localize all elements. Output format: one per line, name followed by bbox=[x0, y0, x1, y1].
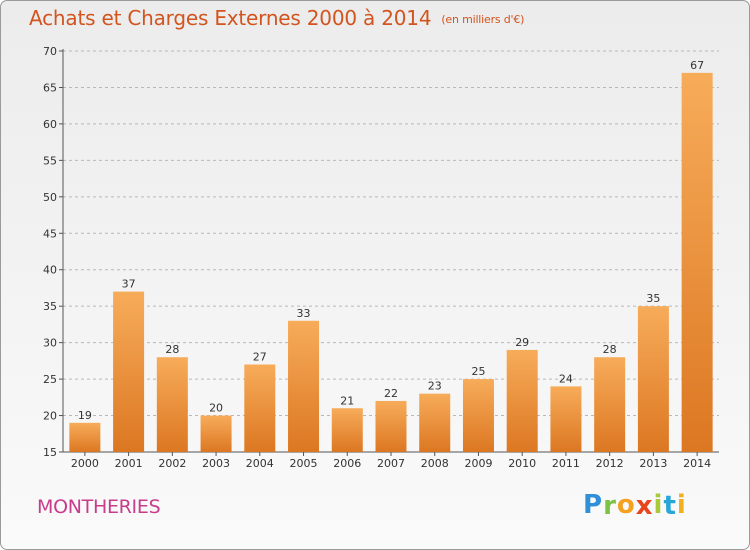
logo-letter: r bbox=[603, 491, 617, 521]
bar-2009 bbox=[462, 379, 494, 452]
x-tick-label: 2008 bbox=[421, 457, 449, 470]
y-tick-label: 50 bbox=[43, 191, 57, 204]
x-tick-label: 2009 bbox=[464, 457, 492, 470]
value-label-2007: 22 bbox=[384, 387, 398, 400]
x-tick-label: 2004 bbox=[246, 457, 274, 470]
bar-2013 bbox=[637, 306, 669, 452]
bar-2005 bbox=[288, 320, 320, 452]
x-tick-label: 2005 bbox=[290, 457, 318, 470]
value-label-2013: 35 bbox=[646, 292, 660, 305]
value-label-2001: 37 bbox=[122, 278, 136, 291]
logo-letter: x bbox=[635, 491, 654, 521]
x-tick-label: 2007 bbox=[377, 457, 405, 470]
chart-title-text: Achats et Charges Externes 2000 à 2014 bbox=[29, 6, 432, 30]
bar-2006 bbox=[331, 408, 363, 452]
x-tick-label: 2010 bbox=[508, 457, 536, 470]
value-label-2005: 33 bbox=[297, 307, 311, 320]
bar-2007 bbox=[375, 400, 407, 452]
y-tick-label: 30 bbox=[43, 337, 57, 350]
x-tick-label: 2013 bbox=[639, 457, 667, 470]
y-tick-label: 60 bbox=[43, 118, 57, 131]
x-tick-label: 2012 bbox=[596, 457, 624, 470]
x-tick-label: 2014 bbox=[683, 457, 711, 470]
y-tick-label: 70 bbox=[43, 45, 57, 58]
x-tick-label: 2003 bbox=[202, 457, 230, 470]
bar-2002 bbox=[156, 357, 188, 452]
logo-letter: P bbox=[583, 490, 604, 520]
value-label-2011: 24 bbox=[559, 372, 573, 385]
x-tick-label: 2001 bbox=[115, 457, 143, 470]
commune-name: MONTHERIES bbox=[37, 496, 161, 518]
value-label-2009: 25 bbox=[471, 365, 485, 378]
bar-2010 bbox=[506, 349, 538, 452]
value-label-2006: 21 bbox=[340, 394, 354, 407]
x-tick-label: 2011 bbox=[552, 457, 580, 470]
y-tick-label: 40 bbox=[43, 264, 57, 277]
value-label-2003: 20 bbox=[209, 402, 223, 415]
value-label-2002: 28 bbox=[165, 343, 179, 356]
value-label-2004: 27 bbox=[253, 351, 267, 364]
x-tick-label: 2002 bbox=[158, 457, 186, 470]
x-tick-label: 2000 bbox=[71, 457, 99, 470]
y-tick-label: 65 bbox=[43, 81, 57, 94]
bar-2014 bbox=[681, 72, 713, 452]
bar-2011 bbox=[550, 386, 582, 452]
y-tick-label: 55 bbox=[43, 154, 57, 167]
y-tick-label: 20 bbox=[43, 410, 57, 423]
logo-letter: i bbox=[653, 490, 664, 520]
bar-2000 bbox=[69, 422, 101, 452]
chart-subtitle: (en milliers d'€) bbox=[441, 13, 525, 26]
y-tick-label: 45 bbox=[43, 227, 57, 240]
logo-letter: o bbox=[616, 490, 636, 520]
bar-2003 bbox=[200, 415, 232, 452]
logo-letter: t bbox=[663, 491, 677, 521]
bars bbox=[69, 72, 713, 452]
value-label-2010: 29 bbox=[515, 336, 529, 349]
y-tick-label: 15 bbox=[43, 446, 57, 459]
bar-2004 bbox=[244, 364, 276, 452]
value-label-2014: 67 bbox=[690, 59, 704, 72]
value-label-2012: 28 bbox=[603, 343, 617, 356]
y-tick-label: 35 bbox=[43, 300, 57, 313]
value-label-2008: 23 bbox=[428, 380, 442, 393]
value-label-2000: 19 bbox=[78, 409, 92, 422]
value-labels: 19 37 28 20 27 33 21 22 23 25 29 24 28 35 67 bbox=[78, 59, 704, 422]
logo-letter: i bbox=[676, 490, 687, 520]
chart-title: Achats et Charges Externes 2000 à 2014 (e… bbox=[29, 6, 524, 30]
y-tick-label: 25 bbox=[43, 373, 57, 386]
proxiti-logo: Proxiti bbox=[583, 490, 687, 521]
bar-2008 bbox=[419, 393, 451, 452]
bar-2001 bbox=[113, 291, 145, 452]
x-tick-label: 2006 bbox=[333, 457, 361, 470]
bar-2012 bbox=[594, 357, 626, 452]
